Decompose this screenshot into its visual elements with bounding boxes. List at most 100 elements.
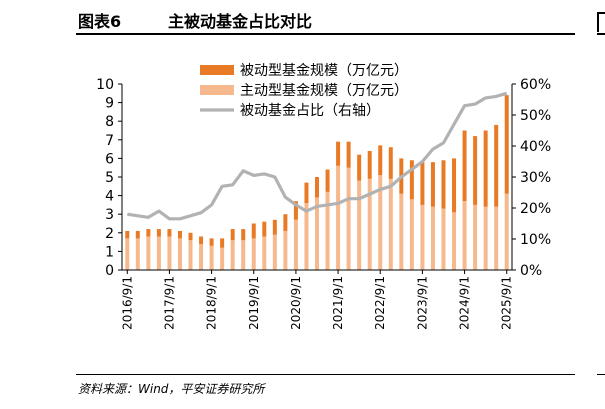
- passive-bar: [325, 169, 330, 192]
- passive-bar: [146, 229, 151, 237]
- header-rule: [76, 33, 575, 35]
- active-bar: [452, 212, 457, 270]
- passive-bar: [388, 147, 393, 179]
- active-bar: [262, 236, 267, 270]
- passive-fund-bars: [125, 95, 509, 248]
- right-tick-label: 30%: [520, 170, 551, 186]
- left-axis-ticks: 0 1 2 3 4 5 6 7 8 9 10: [96, 77, 122, 279]
- active-bar: [230, 240, 235, 270]
- passive-bar: [357, 154, 362, 181]
- x-tick-label: 2017/9/1: [162, 276, 176, 330]
- passive-bar: [199, 236, 204, 244]
- right-tick-label: 20%: [520, 201, 551, 217]
- adjacent-figure-fragment: [597, 12, 605, 32]
- legend-label: 被动基金占比（右轴）: [240, 102, 380, 119]
- right-tick-label: 0%: [520, 263, 542, 279]
- chart-legend: 被动型基金规模（万亿元） 主动型基金规模（万亿元） 被动基金占比（右轴）: [200, 62, 408, 119]
- passive-bar: [346, 141, 351, 168]
- active-bar: [188, 240, 193, 270]
- active-bar: [473, 204, 478, 270]
- x-axis-ticks: 2016/9/1 2017/9/1 2018/9/1 2019/9/1 2020/9/1…: [120, 270, 514, 330]
- passive-bar: [378, 145, 383, 176]
- active-bar: [125, 238, 130, 270]
- active-bar: [483, 206, 488, 270]
- passive-bar: [483, 130, 488, 207]
- left-tick-label: 3: [105, 207, 114, 223]
- passive-bar: [504, 95, 509, 194]
- active-bar: [462, 201, 467, 270]
- active-bar: [156, 236, 161, 270]
- active-bar: [177, 238, 182, 270]
- active-bar: [283, 230, 288, 270]
- active-bar: [378, 175, 383, 270]
- figure-title: 主被动基金占比对比: [168, 12, 313, 31]
- x-tick-label: 2019/9/1: [247, 276, 261, 330]
- legend-swatch-passive: [200, 65, 234, 75]
- active-bar: [409, 199, 414, 270]
- active-bar: [293, 219, 298, 270]
- active-bar: [367, 178, 372, 270]
- active-bar: [304, 203, 309, 270]
- passive-bar: [209, 238, 214, 246]
- active-bar: [209, 245, 214, 270]
- legend-swatch-active: [200, 85, 234, 95]
- active-bar: [388, 178, 393, 270]
- left-tick-label: 4: [105, 189, 114, 205]
- active-bar: [420, 204, 425, 270]
- x-tick-label: 2016/9/1: [120, 276, 134, 330]
- footer-rule: [76, 374, 575, 375]
- active-bar: [346, 167, 351, 270]
- active-bar: [146, 236, 151, 270]
- active-bar: [167, 236, 172, 270]
- passive-bar: [135, 230, 140, 239]
- passive-bar: [125, 230, 130, 239]
- ratio-series-line: [127, 91, 508, 221]
- active-bar: [504, 193, 509, 270]
- x-tick-label: 2024/9/1: [458, 276, 472, 330]
- figure-header: 图表6 主被动基金占比对比: [0, 0, 605, 40]
- active-bar: [336, 165, 341, 270]
- passive-bar: [420, 162, 425, 205]
- active-bar: [199, 243, 204, 270]
- passive-bar: [177, 230, 182, 239]
- passive-bar: [430, 162, 435, 207]
- figure-number: 图表6: [78, 12, 122, 31]
- passive-bar: [494, 124, 499, 207]
- right-tick-label: 50%: [520, 108, 551, 124]
- right-axis-ticks: 0% 10% 20% 30% 40% 50% 60%: [512, 77, 551, 279]
- left-tick-label: 8: [105, 114, 114, 130]
- right-tick-label: 10%: [520, 232, 551, 248]
- active-bar: [494, 206, 499, 270]
- passive-bar: [367, 150, 372, 179]
- right-tick-label: 40%: [520, 139, 551, 155]
- left-tick-label: 10: [96, 77, 114, 93]
- adjacent-footer-rule: [597, 374, 605, 375]
- x-tick-label: 2020/9/1: [289, 276, 303, 330]
- passive-bar: [283, 214, 288, 231]
- left-tick-label: 0: [105, 263, 114, 279]
- x-tick-label: 2025/9/1: [500, 276, 514, 330]
- active-bar: [430, 206, 435, 270]
- left-tick-label: 2: [105, 226, 114, 242]
- right-tick-label: 60%: [520, 77, 551, 93]
- passive-bar: [336, 141, 341, 166]
- passive-bar: [293, 201, 298, 220]
- active-bar: [251, 238, 256, 270]
- left-tick-label: 9: [105, 96, 114, 112]
- passive-bar: [262, 221, 267, 237]
- passive-bar: [241, 229, 246, 241]
- passive-bar: [272, 219, 277, 235]
- source-note: 资料来源：Wind，平安证券研究所: [78, 382, 265, 396]
- passive-bar: [188, 232, 193, 241]
- active-bar: [272, 234, 277, 270]
- active-bar: [325, 191, 330, 270]
- passive-bar: [409, 160, 414, 200]
- passive-bar: [156, 229, 161, 237]
- active-bar: [135, 238, 140, 270]
- active-bar: [441, 208, 446, 270]
- passive-ratio-line: [127, 91, 508, 221]
- active-bar: [315, 197, 319, 270]
- passive-bar: [230, 229, 235, 241]
- active-fund-bars: [125, 165, 509, 270]
- left-tick-label: 6: [105, 151, 114, 167]
